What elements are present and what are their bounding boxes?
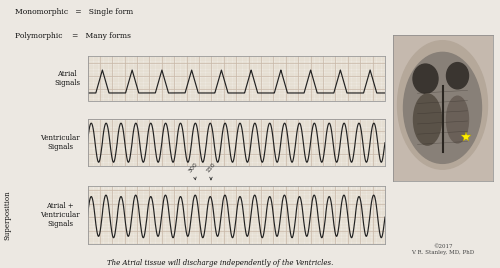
Text: Superposition: Superposition (4, 190, 12, 240)
Text: Polymorphic    =   Many forms: Polymorphic = Many forms (15, 32, 131, 40)
Text: Atrial
Signals: Atrial Signals (54, 70, 80, 87)
Text: 300: 300 (188, 161, 199, 180)
Ellipse shape (446, 63, 468, 89)
Ellipse shape (404, 52, 481, 163)
Text: Ventricular
Signals: Ventricular Signals (40, 134, 80, 151)
Ellipse shape (413, 64, 438, 93)
Ellipse shape (398, 41, 488, 169)
Text: Atrial +
Ventricular
Signals: Atrial + Ventricular Signals (40, 202, 80, 228)
Ellipse shape (414, 94, 442, 145)
Ellipse shape (446, 96, 468, 143)
Text: ©2017
V. R. Stanley, MD, PhD: ©2017 V. R. Stanley, MD, PhD (411, 244, 474, 255)
Text: Monomorphic   =   Single form: Monomorphic = Single form (15, 8, 133, 16)
Text: 150: 150 (206, 161, 216, 180)
Text: The Atrial tissue will discharge independently of the Ventricles.: The Atrial tissue will discharge indepen… (107, 259, 333, 267)
